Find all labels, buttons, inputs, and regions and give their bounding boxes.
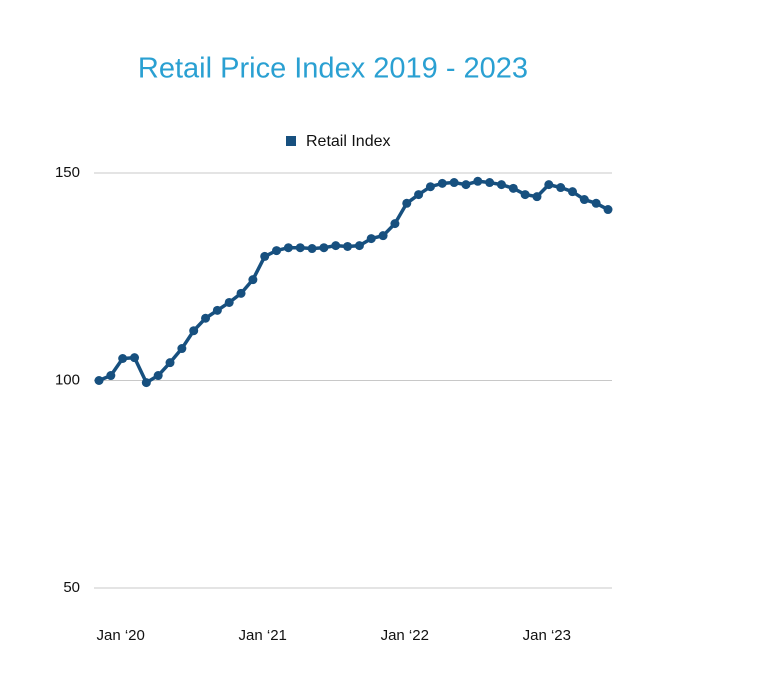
data-point	[260, 251, 270, 261]
data-point	[603, 205, 613, 215]
data-point	[473, 176, 483, 186]
series-line	[98, 179, 609, 385]
data-point	[414, 190, 424, 200]
data-point	[201, 313, 211, 323]
data-point	[189, 326, 199, 336]
data-point	[212, 305, 222, 315]
data-point	[319, 243, 329, 253]
data-point	[130, 353, 140, 363]
data-point	[461, 180, 471, 190]
data-point	[224, 297, 234, 307]
data-point	[118, 354, 128, 364]
x-tick-label: Jan ‘23	[523, 627, 571, 644]
y-tick-label: 50	[63, 579, 80, 596]
data-point	[556, 183, 566, 193]
x-tick-label: Jan ‘22	[381, 627, 429, 644]
data-point	[141, 378, 151, 388]
data-point	[94, 376, 104, 385]
data-point	[437, 178, 447, 188]
data-point	[591, 198, 601, 208]
data-point	[366, 234, 376, 244]
y-tick-label: 100	[55, 371, 80, 388]
data-point	[390, 219, 400, 229]
y-tick-label: 150	[55, 164, 80, 181]
data-point	[496, 180, 506, 190]
data-point	[248, 275, 258, 285]
data-point	[508, 183, 518, 193]
x-tick-label: Jan ‘21	[239, 627, 287, 644]
data-point	[485, 178, 495, 188]
data-point	[331, 241, 341, 251]
data-point	[295, 243, 305, 253]
data-point	[177, 344, 187, 354]
data-point	[378, 231, 388, 241]
data-point	[307, 244, 317, 254]
legend-label: Retail Index	[306, 133, 391, 150]
data-point	[354, 241, 364, 251]
data-point	[449, 178, 459, 188]
data-point	[283, 243, 293, 253]
data-point	[425, 182, 435, 192]
data-point	[153, 371, 163, 381]
data-point	[567, 187, 577, 197]
legend-swatch	[286, 136, 296, 146]
data-point	[532, 192, 542, 202]
data-point	[520, 190, 530, 200]
data-point	[165, 358, 175, 368]
data-point	[272, 246, 282, 256]
data-point	[402, 198, 412, 208]
data-point	[236, 288, 246, 298]
x-tick-label: Jan ‘20	[96, 627, 144, 644]
data-point	[106, 371, 116, 381]
data-point	[544, 180, 554, 190]
data-point	[579, 195, 589, 205]
data-point	[343, 241, 353, 251]
chart-title: Retail Price Index 2019 - 2023	[138, 53, 528, 85]
